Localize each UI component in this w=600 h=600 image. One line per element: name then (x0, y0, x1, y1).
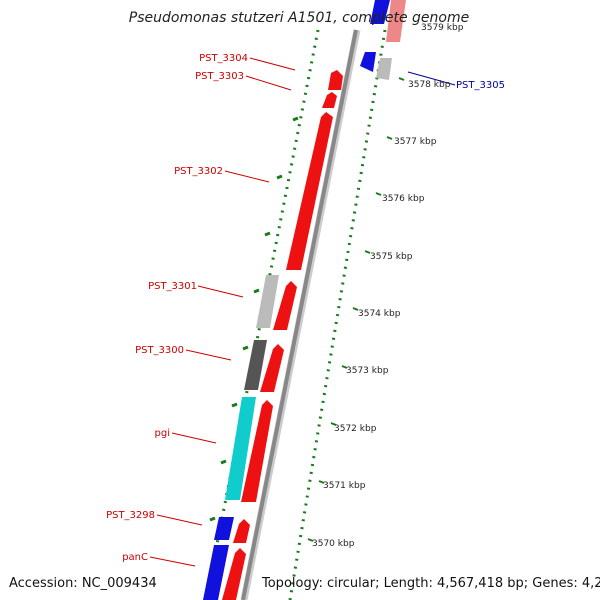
gene-shape-pst3301 (273, 281, 297, 330)
gene-shape-pgi (241, 400, 273, 502)
gene-shape-pst3302 (286, 112, 333, 270)
kbp-label-3579: 3579 kbp (421, 23, 464, 33)
gene-shape-panc-blue (203, 545, 229, 600)
kbp-label-3577: 3577 kbp (394, 137, 437, 147)
gene-shape-pst3300 (260, 344, 284, 392)
gene-label-pst3301[interactable]: PST_3301 (148, 281, 197, 292)
kbp-label-3571: 3571 kbp (323, 481, 366, 491)
kbp-label-3578: 3578 kbp (408, 80, 451, 90)
genome-title: Pseudomonas stutzeri A1501, complete gen… (129, 10, 469, 26)
gene-label-pst3305[interactable]: PST_3305 (456, 80, 505, 91)
kbp-label-3570: 3570 kbp (312, 539, 355, 549)
gene-label-panc[interactable]: panC (122, 552, 148, 563)
gene-label-pgi[interactable]: pgi (155, 428, 170, 439)
gene-shape-pst3300-grey (244, 340, 267, 390)
top-reverse-gene-shape (370, 0, 390, 24)
ruler-outer-dots (288, 29, 387, 600)
gene-shape-panc (222, 548, 246, 600)
kbp-ticks (307, 77, 405, 542)
backbone (241, 29, 358, 600)
kbp-label-3572: 3572 kbp (334, 424, 377, 434)
gene-shape-pst3304 (328, 70, 343, 90)
gene-shape-pst3303 (322, 92, 337, 108)
gene-shape-pst3298 (233, 519, 250, 543)
gene-label-pst3298[interactable]: PST_3298 (106, 510, 155, 521)
leader-lines (149, 57, 296, 567)
accession-text: Accession: NC_009434 (9, 576, 157, 591)
gene-label-pst3300[interactable]: PST_3300 (135, 345, 184, 356)
kbp-label-3574: 3574 kbp (358, 309, 401, 319)
gene-label-pst3302[interactable]: PST_3302 (174, 166, 223, 177)
gene-label-pst3303[interactable]: PST_3303 (195, 71, 244, 82)
gene-label-pst3304[interactable]: PST_3304 (199, 53, 248, 64)
leader-line-pst3305 (407, 71, 456, 86)
gene-shape-pst3305-grey (376, 58, 392, 80)
kbp-label-3576: 3576 kbp (382, 194, 425, 204)
top-forward-gene-shape (386, 0, 406, 42)
kbp-label-3573: 3573 kbp (346, 366, 389, 376)
gene-shape-pst3301-grey (256, 275, 279, 328)
gene-shape-pst3298-blue (214, 517, 234, 540)
gene-shape-pgi-teal (225, 397, 256, 500)
kbp-label-3575: 3575 kbp (370, 252, 413, 262)
inner-ticks (209, 116, 299, 522)
topology-text: Topology: circular; Length: 4,567,418 bp… (261, 576, 600, 591)
ruler-inner-dots (204, 29, 320, 600)
gene-shape-pst3305-blue (360, 52, 376, 72)
